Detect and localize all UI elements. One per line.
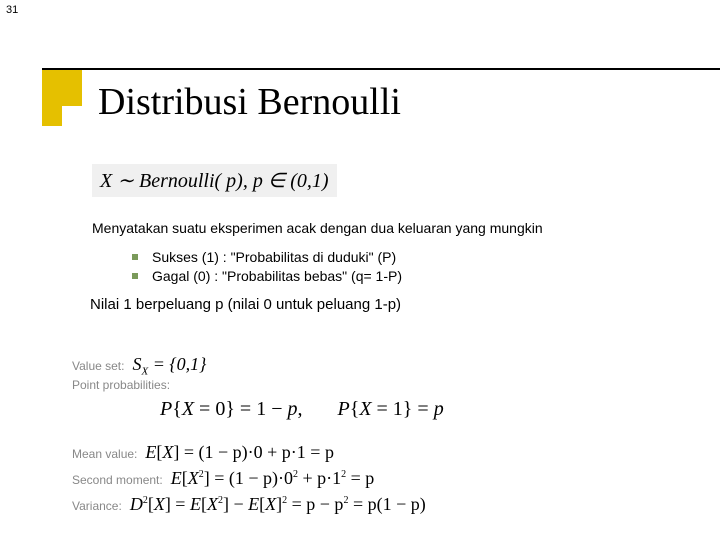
mean-row: Mean value: E[X] = (1 − p)·0 + p·1 = p xyxy=(72,442,334,463)
intro-text: Menyatakan suatu eksperimen acak dengan … xyxy=(92,219,690,237)
mean-eq: E[X] = (1 − p)·0 + p·1 = p xyxy=(145,442,334,462)
second-moment-eq: E[X2] = (1 − p)·02 + p·12 = p xyxy=(171,468,375,488)
variance-row: Variance: D2[X] = E[X2] − E[X]2 = p − p2… xyxy=(72,494,426,515)
bullet-icon xyxy=(132,273,138,279)
point-prob-label: Point probabilities: xyxy=(72,376,170,394)
point-prob-eq: P{X = 0} = 1 − p, P{X = 1} = p xyxy=(160,398,444,421)
list-item: Sukses (1) : "Probabilitas di duduki" (P… xyxy=(132,249,690,265)
variance-label: Variance: xyxy=(72,499,122,513)
header-rule xyxy=(42,68,720,70)
bullet-icon xyxy=(132,254,138,260)
bullet-label: Sukses (1) : "Probabilitas di duduki" (P… xyxy=(152,249,396,265)
page-number: 31 xyxy=(6,4,18,16)
value-set-eq: SX = {0,1} xyxy=(132,354,206,374)
closing-text: Nilai 1 berpeluang p (nilai 0 untuk pelu… xyxy=(90,296,690,313)
content-area: X ∼ Bernoulli( p), p ∈ (0,1) Menyatakan … xyxy=(92,160,690,313)
bullet-label: Gagal (0) : "Probabilitas bebas" (q= 1-P… xyxy=(152,268,402,284)
bullet-list: Sukses (1) : "Probabilitas di duduki" (P… xyxy=(132,249,690,284)
second-moment-label: Second moment: xyxy=(72,473,163,487)
list-item: Gagal (0) : "Probabilitas bebas" (q= 1-P… xyxy=(132,268,690,284)
variance-eq: D2[X] = E[X2] − E[X]2 = p − p2 = p(1 − p… xyxy=(130,494,426,514)
value-set-row: Value set: SX = {0,1} xyxy=(72,354,206,378)
value-set-label: Value set: xyxy=(72,359,124,373)
mean-label: Mean value: xyxy=(72,447,137,461)
second-moment-row: Second moment: E[X2] = (1 − p)·02 + p·12… xyxy=(72,468,374,489)
accent-block xyxy=(42,70,82,106)
slide-title: Distribusi Bernoulli xyxy=(98,80,401,124)
distribution-formula: X ∼ Bernoulli( p), p ∈ (0,1) xyxy=(92,164,337,197)
